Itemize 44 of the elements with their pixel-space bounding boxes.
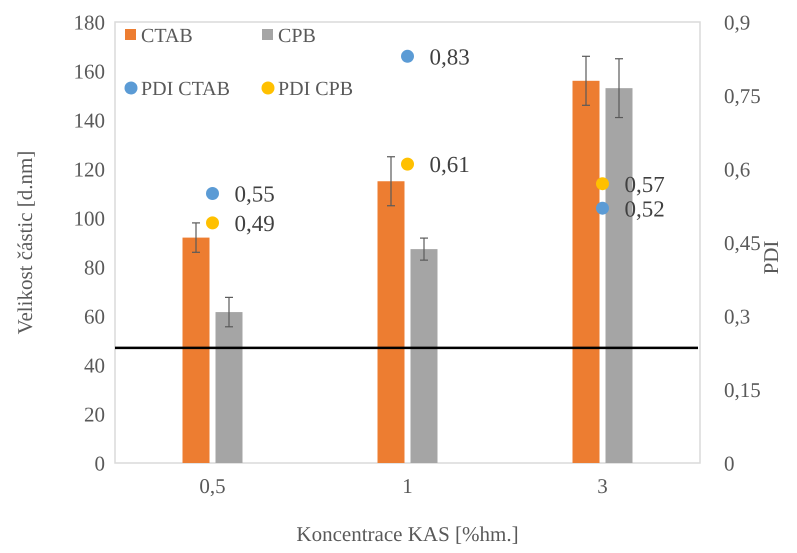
- y-tick-label: 180: [74, 10, 105, 34]
- data-label: 0,83: [430, 44, 470, 70]
- point: [206, 187, 219, 200]
- y-tick-label: 60: [84, 304, 105, 328]
- y-tick-label: 100: [74, 206, 105, 230]
- y2-tick-label: 0,75: [724, 84, 761, 108]
- y-tick-label: 120: [74, 157, 105, 182]
- bar: [572, 80, 600, 463]
- legend-label: CPB: [278, 25, 316, 47]
- bar: [378, 181, 404, 463]
- bar: [216, 312, 242, 463]
- x-axis-title: Koncentrace KAS [%hm.]: [296, 522, 519, 546]
- x-tick-label: 0,5: [199, 474, 226, 498]
- point: [596, 202, 609, 215]
- y2-tick-label: 0: [724, 451, 734, 476]
- legend-label: PDI CPB: [278, 78, 354, 100]
- y2-tick-label: 0,15: [724, 378, 761, 402]
- y2-tick-label: 0,6: [724, 157, 750, 182]
- y-tick-label: 140: [74, 108, 105, 132]
- data-label: 0,55: [234, 182, 275, 207]
- bar: [182, 238, 210, 463]
- bar: [410, 249, 438, 463]
- point: [596, 177, 609, 190]
- x-tick-label: 1: [402, 474, 413, 498]
- x-tick-label: 3: [597, 474, 608, 498]
- y2-tick-label: 0,45: [724, 230, 761, 255]
- data-label: 0,57: [624, 172, 665, 197]
- y-tick-label: 80: [84, 255, 105, 280]
- legend-label: CTAB: [141, 25, 193, 47]
- y2-axis-title: PDI: [759, 240, 783, 274]
- data-label: 0,61: [430, 152, 470, 178]
- y-tick-label: 160: [74, 59, 105, 84]
- y-tick-label: 40: [84, 353, 105, 378]
- y-tick-label: 0: [94, 451, 105, 476]
- data-label: 0,49: [234, 210, 275, 236]
- y-tick-label: 20: [84, 402, 105, 426]
- point: [401, 50, 414, 63]
- legend-label: PDI CTAB: [141, 78, 230, 100]
- y2-tick-label: 0,3: [724, 304, 750, 328]
- point: [206, 216, 219, 230]
- y2-tick-label: 0,9: [724, 10, 750, 34]
- point: [401, 158, 414, 171]
- data-label: 0,52: [624, 196, 665, 222]
- y-axis-title: Velikost částic [d.nm]: [13, 150, 37, 334]
